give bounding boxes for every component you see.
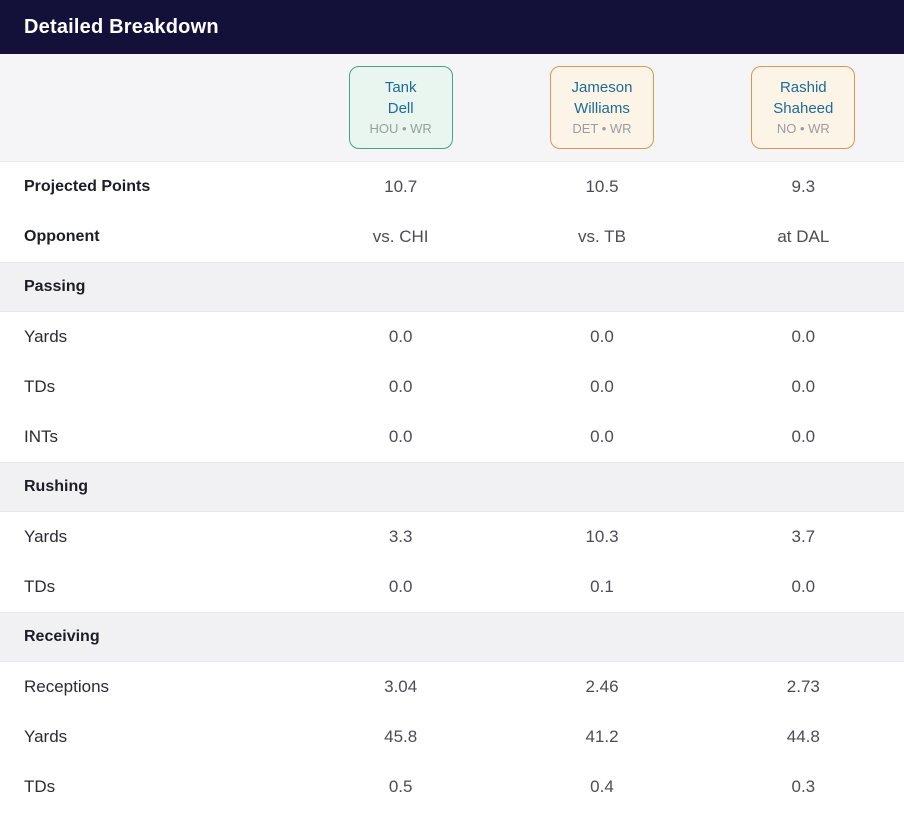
stat-value: 2.73 bbox=[786, 677, 820, 696]
stat-value: 0.0 bbox=[590, 327, 614, 346]
table-row-opponent: Opponent vs. CHI vs. TB at DAL bbox=[0, 212, 904, 262]
stat-value: 41.2 bbox=[585, 727, 619, 746]
table-row-rushing-tds: TDs 0.0 0.1 0.0 bbox=[0, 562, 904, 612]
title-bar: Detailed Breakdown bbox=[0, 0, 904, 54]
section-header-rushing: Rushing bbox=[0, 462, 904, 512]
player-card-jameson-williams[interactable]: Jameson Williams DET • WR bbox=[549, 66, 654, 149]
stat-value: 3.3 bbox=[388, 527, 413, 546]
stat-value: 0.0 bbox=[791, 377, 816, 396]
stat-value: 0.0 bbox=[388, 377, 413, 396]
stat-value: 0.0 bbox=[590, 427, 614, 446]
table-row-passing-ints: INTs 0.0 0.0 0.0 bbox=[0, 412, 904, 462]
row-label: TDs bbox=[24, 377, 56, 396]
stat-value: 0.0 bbox=[388, 577, 413, 596]
player-name: Jameson bbox=[571, 79, 633, 96]
page-title: Detailed Breakdown bbox=[24, 15, 219, 38]
player-card-tank-dell[interactable]: Tank Dell HOU • WR bbox=[348, 66, 453, 149]
row-label: Yards bbox=[24, 727, 68, 746]
row-label: Yards bbox=[24, 327, 68, 346]
player-team-position: NO • WR bbox=[776, 121, 830, 136]
stat-value: 0.5 bbox=[388, 777, 413, 796]
stat-value: 9.3 bbox=[791, 177, 816, 196]
player-name: Rashid bbox=[779, 79, 827, 96]
stat-value: vs. TB bbox=[578, 227, 626, 246]
player-name: Shaheed bbox=[773, 100, 834, 117]
player-name: Dell bbox=[387, 100, 414, 117]
stat-value: 0.3 bbox=[791, 777, 816, 796]
stat-value: 0.0 bbox=[590, 377, 614, 396]
stat-value: 45.8 bbox=[384, 727, 418, 746]
row-label: Opponent bbox=[24, 228, 100, 245]
table-row-projected-points: Projected Points 10.7 10.5 9.3 bbox=[0, 162, 904, 212]
row-label: TDs bbox=[24, 777, 56, 796]
player-card-rashid-shaheed[interactable]: Rashid Shaheed NO • WR bbox=[751, 66, 856, 149]
table-row-passing-yards: Yards 0.0 0.0 0.0 bbox=[0, 312, 904, 362]
stat-value: vs. CHI bbox=[372, 227, 429, 246]
stat-value: 44.8 bbox=[786, 727, 820, 746]
stat-value: 10.7 bbox=[384, 177, 418, 196]
table-row-passing-tds: TDs 0.0 0.0 0.0 bbox=[0, 362, 904, 412]
row-label: INTs bbox=[24, 427, 58, 446]
stat-value: 0.0 bbox=[791, 427, 816, 446]
player-name: Tank bbox=[384, 79, 417, 96]
stat-value: 0.0 bbox=[791, 327, 816, 346]
row-label: TDs bbox=[24, 577, 56, 596]
table-row-receiving-tds: TDs 0.5 0.4 0.3 bbox=[0, 762, 904, 812]
stat-value: 3.7 bbox=[791, 527, 816, 546]
detailed-breakdown-widget: Detailed Breakdown Tank Dell HOU • WR Ja… bbox=[0, 0, 904, 812]
stat-value: 3.04 bbox=[384, 677, 418, 696]
player-header-row: Tank Dell HOU • WR Jameson Williams DET … bbox=[0, 54, 904, 162]
stat-value: 0.0 bbox=[791, 577, 816, 596]
row-label: Yards bbox=[24, 527, 68, 546]
stat-value: at DAL bbox=[777, 227, 830, 246]
stat-value: 0.4 bbox=[590, 777, 614, 796]
stat-value: 2.46 bbox=[585, 677, 619, 696]
player-team-position: HOU • WR bbox=[369, 121, 432, 136]
table-row-receiving-yards: Yards 45.8 41.2 44.8 bbox=[0, 712, 904, 762]
stat-value: 0.1 bbox=[590, 577, 614, 596]
stat-value: 0.0 bbox=[388, 427, 413, 446]
stat-value: 10.3 bbox=[585, 527, 619, 546]
section-header-passing: Passing bbox=[0, 262, 904, 312]
row-label: Projected Points bbox=[24, 178, 151, 195]
section-header-receiving: Receiving bbox=[0, 612, 904, 662]
player-name: Williams bbox=[574, 100, 630, 117]
stat-value: 10.5 bbox=[585, 177, 619, 196]
table-row-receiving-receptions: Receptions 3.04 2.46 2.73 bbox=[0, 662, 904, 712]
table-row-rushing-yards: Yards 3.3 10.3 3.7 bbox=[0, 512, 904, 562]
section-label: Passing bbox=[24, 278, 86, 295]
player-team-position: DET • WR bbox=[572, 121, 632, 136]
section-label: Rushing bbox=[24, 478, 88, 495]
section-label: Receiving bbox=[24, 628, 100, 645]
row-label: Receptions bbox=[24, 677, 110, 696]
stat-value: 0.0 bbox=[388, 327, 413, 346]
